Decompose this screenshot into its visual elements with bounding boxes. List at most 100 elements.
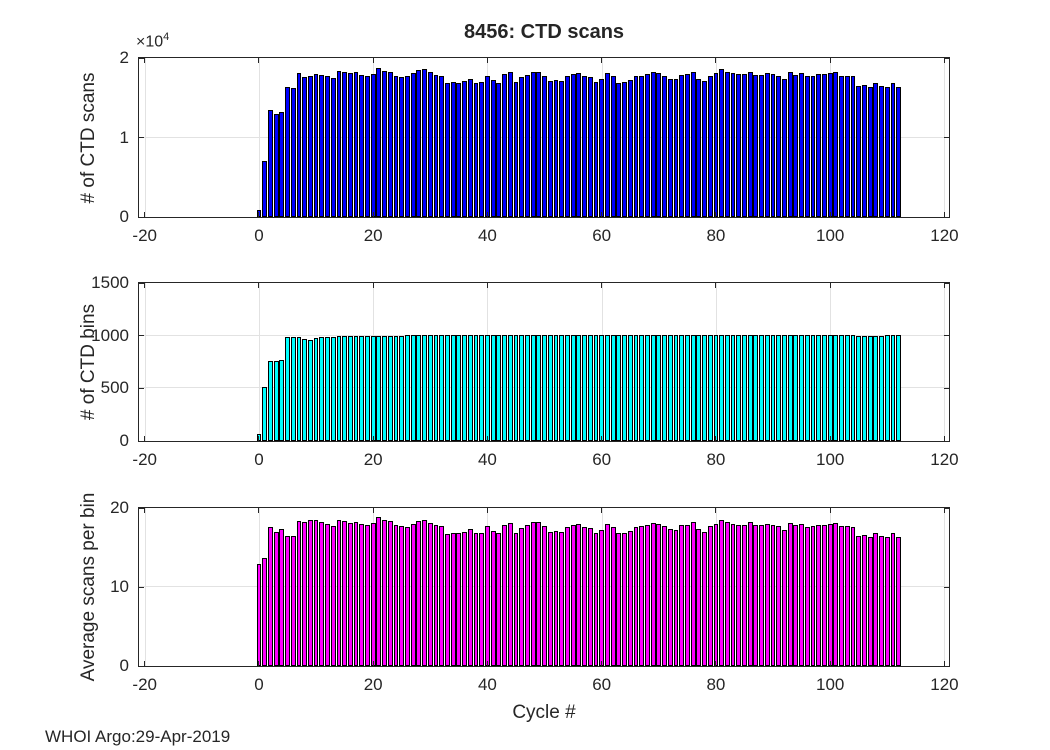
bar-cycle-37 <box>467 78 473 217</box>
tick-mark <box>139 335 144 337</box>
bar-cycle-35 <box>456 335 462 441</box>
bar-cycle-31 <box>433 525 439 666</box>
bar-cycle-1 <box>262 557 268 666</box>
bar-cycle-12 <box>325 523 330 666</box>
bar-cycle-39 <box>479 532 485 666</box>
bar-cycle-46 <box>519 527 525 666</box>
y-tick-label: 10 <box>110 577 129 596</box>
tick-mark <box>372 58 374 63</box>
tick-mark <box>258 212 260 217</box>
tick-mark <box>944 440 949 442</box>
x-tick-label: -20 <box>132 226 157 245</box>
bar-cycle-108 <box>873 82 879 217</box>
bar-cycle-90 <box>770 335 776 441</box>
tick-mark <box>829 58 831 63</box>
x-tick-label: 40 <box>477 675 497 694</box>
bar-cycle-90 <box>770 524 776 666</box>
tick-mark <box>486 283 488 288</box>
tick-mark <box>486 212 488 217</box>
bar-cycle-75 <box>684 524 690 666</box>
tick-mark <box>829 436 831 441</box>
tick-mark <box>372 283 374 288</box>
y-tick-label: 500 <box>100 378 129 398</box>
bar-cycle-87 <box>753 525 759 666</box>
x-tick-label: 40 <box>477 226 497 245</box>
bar-cycle-28 <box>416 69 422 217</box>
y-tick-label: 0 <box>119 207 129 226</box>
bar-cycle-56 <box>576 73 582 217</box>
bar-cycle-87 <box>753 335 759 441</box>
tick-mark <box>943 212 945 217</box>
bar-cycle-112 <box>896 335 902 441</box>
bar-cycle-49 <box>536 522 542 666</box>
bar-cycle-41 <box>490 80 496 217</box>
bar-cycle-27 <box>410 523 416 666</box>
x-tick-label: 60 <box>592 226 612 245</box>
tick-mark <box>715 508 717 513</box>
bar-cycle-106 <box>862 85 867 217</box>
x-tick-label: 60 <box>592 450 612 469</box>
tick-mark <box>715 58 717 63</box>
bar-cycle-85 <box>742 524 747 666</box>
bar-cycle-98 <box>816 335 822 441</box>
bar-cycle-96 <box>804 335 810 441</box>
y-tick-label: 20 <box>110 498 129 517</box>
tick-mark <box>139 216 144 218</box>
bar-cycle-6 <box>290 536 296 666</box>
bar-series-ctd-bins <box>139 283 949 441</box>
bar-cycle-38 <box>473 82 479 217</box>
bar-cycle-76 <box>690 71 696 217</box>
bar-cycle-14 <box>336 336 342 441</box>
bar-cycle-4 <box>279 360 285 441</box>
bar-cycle-11 <box>319 337 325 441</box>
bar-cycle-106 <box>862 335 867 441</box>
tick-mark <box>829 212 831 217</box>
bar-cycle-107 <box>867 87 873 217</box>
bar-cycle-38 <box>473 533 479 666</box>
bar-cycle-18 <box>359 336 365 441</box>
x-tick-label: 120 <box>930 226 959 245</box>
bar-cycle-104 <box>850 526 856 666</box>
bar-cycle-53 <box>559 335 565 441</box>
bar-cycle-16 <box>347 523 353 666</box>
bar-cycle-14 <box>336 70 342 217</box>
bar-cycle-99 <box>822 524 827 666</box>
tick-mark <box>486 508 488 513</box>
tick-mark <box>139 507 144 509</box>
tick-mark <box>601 661 603 666</box>
bar-cycle-66 <box>633 335 639 441</box>
bar-cycle-64 <box>622 532 627 666</box>
bar-cycle-92 <box>782 530 787 666</box>
bar-cycle-63 <box>616 533 622 666</box>
x-tick-label: 120 <box>930 450 959 469</box>
bar-cycle-73 <box>673 530 679 666</box>
bar-cycle-70 <box>656 73 662 217</box>
bar-cycle-38 <box>473 335 479 441</box>
bar-cycle-86 <box>747 71 753 217</box>
bar-cycle-104 <box>850 335 856 441</box>
bar-cycle-82 <box>724 522 730 666</box>
gridline <box>258 58 260 217</box>
tick-mark <box>829 283 831 288</box>
bar-cycle-74 <box>679 74 685 217</box>
tick-mark <box>144 212 146 217</box>
tick-mark <box>715 436 717 441</box>
bar-cycle-6 <box>290 88 296 217</box>
bar-cycle-51 <box>547 335 553 441</box>
bar-cycle-56 <box>576 523 582 666</box>
bar-cycle-96 <box>804 526 810 666</box>
bar-cycle-16 <box>347 335 353 441</box>
bar-cycle-56 <box>576 335 582 441</box>
bar-cycle-37 <box>467 529 473 666</box>
bar-cycle-15 <box>342 521 348 666</box>
bar-cycle-33 <box>445 335 450 441</box>
bar-cycle-54 <box>564 76 570 217</box>
bar-cycle-98 <box>816 524 822 666</box>
bar-cycle-92 <box>782 335 787 441</box>
bar-cycle-69 <box>650 335 656 441</box>
bar-cycle-102 <box>839 335 845 441</box>
y-tick-label: 1000 <box>91 325 129 345</box>
gridline <box>258 283 260 441</box>
tick-mark <box>144 436 146 441</box>
bar-cycle-91 <box>776 335 782 441</box>
